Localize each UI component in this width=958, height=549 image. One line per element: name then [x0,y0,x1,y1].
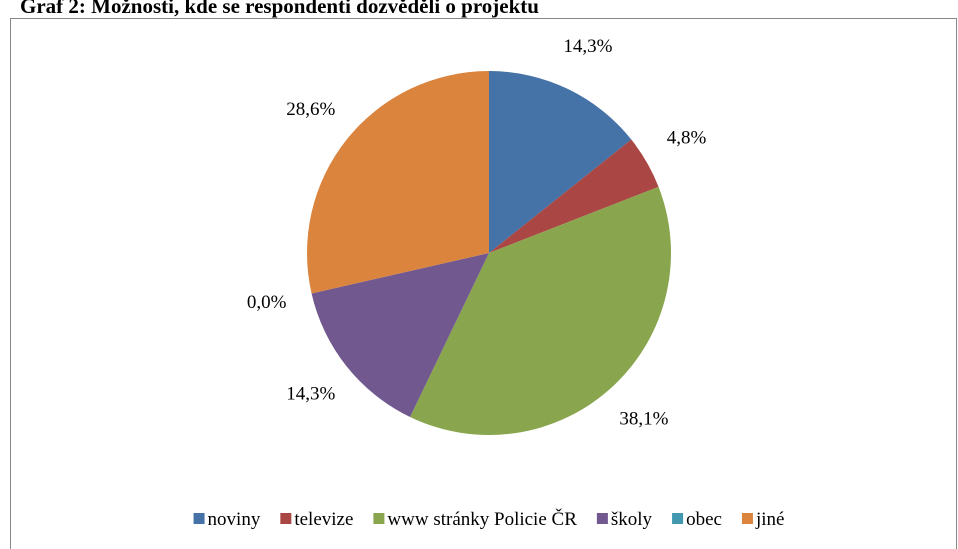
chart-title: Graf 2: Možnosti, kde se respondenti doz… [20,0,539,18]
legend-swatch [373,513,385,524]
legend-swatch [280,513,292,524]
legend-label: noviny [208,509,261,530]
legend-label: školy [611,509,653,530]
legend-swatch [741,513,753,524]
legend-label: obec [686,509,722,530]
pie-slice [489,71,632,253]
legend-label: jiné [755,509,785,530]
data-label: 38,1% [619,409,668,430]
legend-swatch [672,513,684,524]
data-label: 28,6% [286,99,335,120]
legend-label: televize [294,509,353,530]
pie-slice [489,139,659,253]
pie-slice [311,253,489,417]
legend-swatch [596,513,608,524]
data-label: 14,3% [563,36,612,57]
data-label: 4,8% [667,128,707,149]
legend-label: www stránky Policie ČR [387,508,577,530]
data-label: 0,0% [247,292,287,313]
pie-slice [410,186,671,436]
data-label: 14,3% [286,384,335,405]
pie-slice [307,71,489,294]
legend-swatch [193,513,205,524]
